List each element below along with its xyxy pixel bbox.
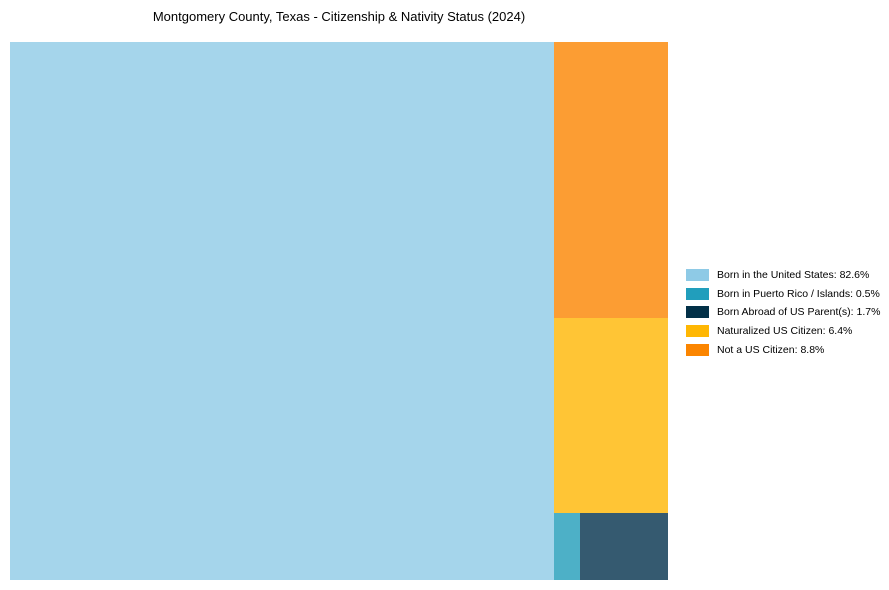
chart-title: Montgomery County, Texas - Citizenship &… bbox=[152, 9, 526, 24]
legend-item-not-a-us-citizen: Not a US Citizen: 8.8% bbox=[686, 340, 880, 359]
legend-label-not-a-us-citizen: Not a US Citizen: 8.8% bbox=[717, 343, 825, 356]
chart-legend: Born in the United States: 82.6% Born in… bbox=[686, 266, 880, 359]
legend-swatch-born-in-us bbox=[686, 269, 709, 282]
treemap-segment-born-in-us bbox=[10, 42, 554, 580]
treemap-segment-not-a-us-citizen bbox=[554, 42, 668, 318]
treemap-segment-born-in-puerto-rico-islands bbox=[554, 513, 580, 580]
legend-swatch-born-abroad-of-us-parents bbox=[686, 306, 709, 319]
legend-swatch-not-a-us-citizen bbox=[686, 343, 709, 356]
legend-label-born-in-puerto-rico-islands: Born in Puerto Rico / Islands: 0.5% bbox=[717, 287, 880, 300]
treemap-plot-area bbox=[10, 42, 668, 580]
treemap-segment-born-abroad-of-us-parents bbox=[580, 513, 668, 580]
treemap-segment-naturalized-us-citizen bbox=[554, 318, 668, 513]
legend-item-born-in-puerto-rico-islands: Born in Puerto Rico / Islands: 0.5% bbox=[686, 285, 880, 304]
legend-label-born-in-us: Born in the United States: 82.6% bbox=[717, 269, 870, 282]
legend-label-born-abroad-of-us-parents: Born Abroad of US Parent(s): 1.7% bbox=[717, 306, 881, 319]
legend-swatch-born-in-puerto-rico-islands bbox=[686, 287, 709, 300]
legend-item-born-abroad-of-us-parents: Born Abroad of US Parent(s): 1.7% bbox=[686, 303, 880, 322]
legend-swatch-naturalized-us-citizen bbox=[686, 325, 709, 338]
legend-item-naturalized-us-citizen: Naturalized US Citizen: 6.4% bbox=[686, 322, 880, 341]
legend-item-born-in-us: Born in the United States: 82.6% bbox=[686, 266, 880, 285]
legend-label-naturalized-us-citizen: Naturalized US Citizen: 6.4% bbox=[717, 325, 853, 338]
